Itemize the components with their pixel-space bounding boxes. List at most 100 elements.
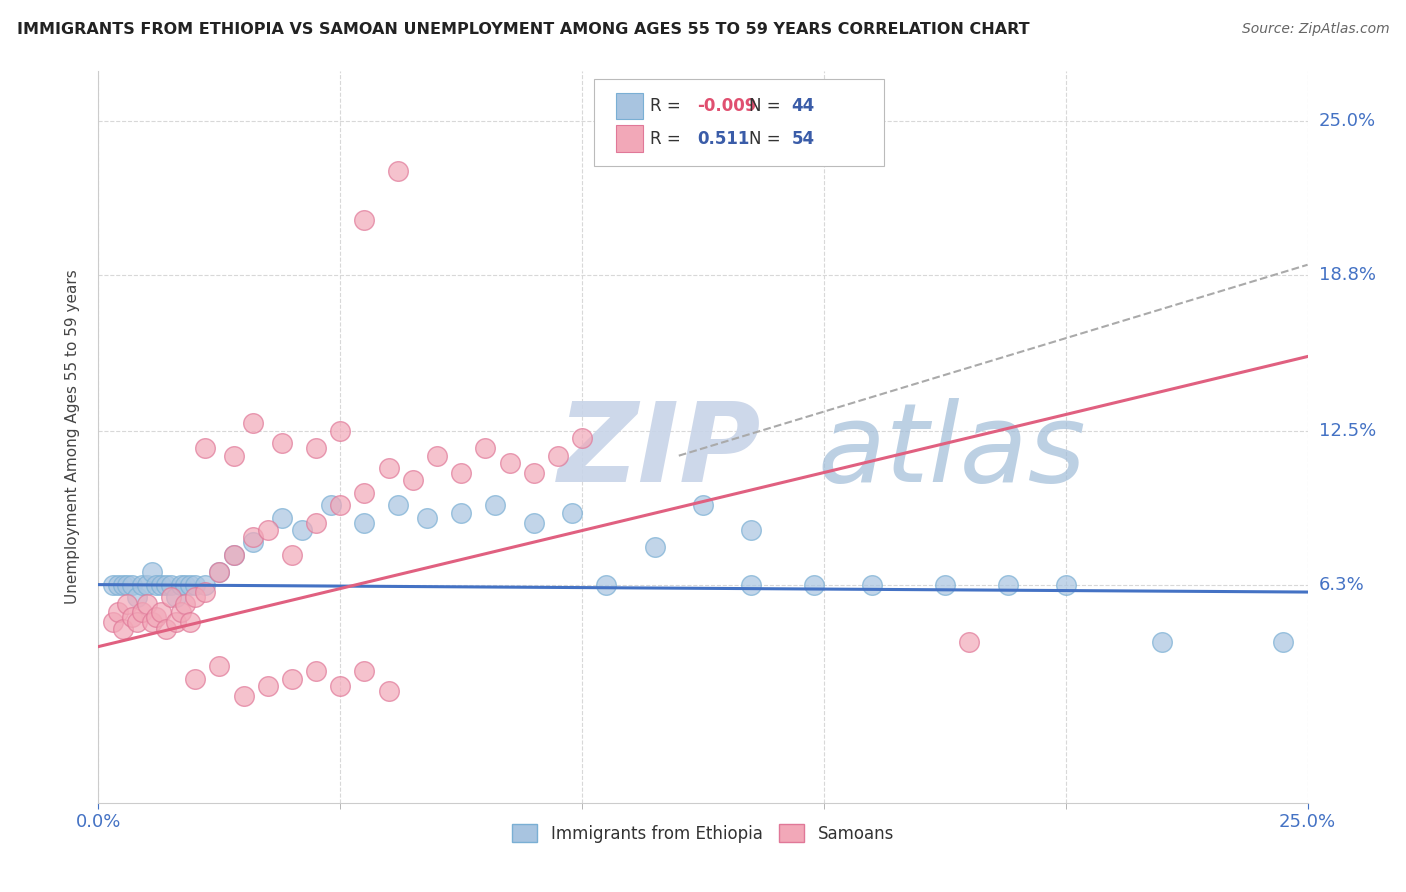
Point: [208, 565, 231, 579]
Point: [377, 461, 399, 475]
Point: [644, 541, 666, 555]
Text: 6.3%: 6.3%: [1319, 575, 1364, 593]
Point: [194, 442, 217, 456]
Point: [145, 577, 167, 591]
Point: [498, 456, 520, 470]
Point: [387, 163, 409, 178]
Point: [194, 577, 217, 591]
Point: [561, 506, 583, 520]
Point: [232, 689, 254, 703]
Point: [131, 577, 153, 591]
Point: [135, 577, 157, 591]
Point: [547, 449, 569, 463]
Point: [141, 615, 163, 629]
Text: atlas: atlas: [818, 398, 1087, 505]
Point: [484, 498, 506, 512]
Point: [121, 577, 143, 591]
Point: [692, 498, 714, 512]
Point: [740, 523, 762, 537]
Point: [179, 615, 201, 629]
Point: [150, 605, 173, 619]
Point: [222, 548, 245, 562]
Point: [208, 659, 231, 673]
Point: [127, 590, 149, 604]
Point: [101, 615, 124, 629]
Point: [329, 424, 352, 438]
Point: [353, 516, 375, 530]
Point: [402, 474, 425, 488]
Point: [121, 610, 143, 624]
Point: [117, 577, 139, 591]
Text: 25.0%: 25.0%: [1319, 112, 1376, 130]
Point: [222, 548, 245, 562]
Point: [174, 577, 197, 591]
Point: [256, 679, 278, 693]
Point: [281, 672, 304, 686]
Point: [957, 634, 980, 648]
Point: [179, 577, 201, 591]
Point: [127, 615, 149, 629]
Point: [281, 548, 304, 562]
Point: [165, 615, 187, 629]
Y-axis label: Unemployment Among Ages 55 to 59 years: Unemployment Among Ages 55 to 59 years: [65, 269, 80, 605]
Point: [165, 590, 187, 604]
Point: [169, 605, 191, 619]
Point: [803, 577, 825, 591]
Point: [290, 523, 312, 537]
Point: [523, 466, 546, 480]
Point: [934, 577, 956, 591]
Point: [377, 684, 399, 698]
Point: [740, 577, 762, 591]
Point: [305, 516, 328, 530]
Point: [160, 590, 183, 604]
Point: [155, 622, 177, 636]
Text: R =: R =: [650, 129, 686, 148]
Point: [160, 577, 183, 591]
FancyBboxPatch shape: [616, 126, 643, 152]
Point: [150, 577, 173, 591]
Point: [474, 442, 496, 456]
Point: [107, 577, 129, 591]
Point: [208, 565, 231, 579]
Point: [145, 610, 167, 624]
Text: R =: R =: [650, 96, 686, 115]
Point: [174, 598, 197, 612]
Point: [1152, 634, 1174, 648]
Point: [305, 665, 328, 679]
Point: [169, 577, 191, 591]
Point: [426, 449, 449, 463]
Point: [416, 510, 439, 524]
Point: [450, 506, 472, 520]
Point: [184, 590, 207, 604]
Point: [319, 498, 342, 512]
Point: [242, 417, 264, 431]
Point: [242, 531, 264, 545]
Point: [860, 577, 883, 591]
Text: 12.5%: 12.5%: [1319, 422, 1376, 440]
Text: IMMIGRANTS FROM ETHIOPIA VS SAMOAN UNEMPLOYMENT AMONG AGES 55 TO 59 YEARS CORREL: IMMIGRANTS FROM ETHIOPIA VS SAMOAN UNEMP…: [17, 22, 1029, 37]
Point: [1054, 577, 1077, 591]
Text: -0.009: -0.009: [697, 96, 756, 115]
Text: N =: N =: [749, 96, 786, 115]
Point: [135, 598, 157, 612]
Point: [256, 523, 278, 537]
Point: [141, 565, 163, 579]
Point: [184, 672, 207, 686]
Point: [595, 577, 617, 591]
FancyBboxPatch shape: [595, 78, 884, 167]
Point: [1272, 634, 1295, 648]
Point: [353, 665, 375, 679]
Point: [111, 577, 134, 591]
Text: 18.8%: 18.8%: [1319, 266, 1375, 284]
Point: [271, 510, 294, 524]
Point: [329, 498, 352, 512]
Point: [242, 535, 264, 549]
Point: [107, 605, 129, 619]
Point: [184, 577, 207, 591]
Point: [450, 466, 472, 480]
Point: [329, 679, 352, 693]
Point: [353, 213, 375, 227]
Point: [271, 436, 294, 450]
Text: 54: 54: [792, 129, 814, 148]
Point: [997, 577, 1019, 591]
